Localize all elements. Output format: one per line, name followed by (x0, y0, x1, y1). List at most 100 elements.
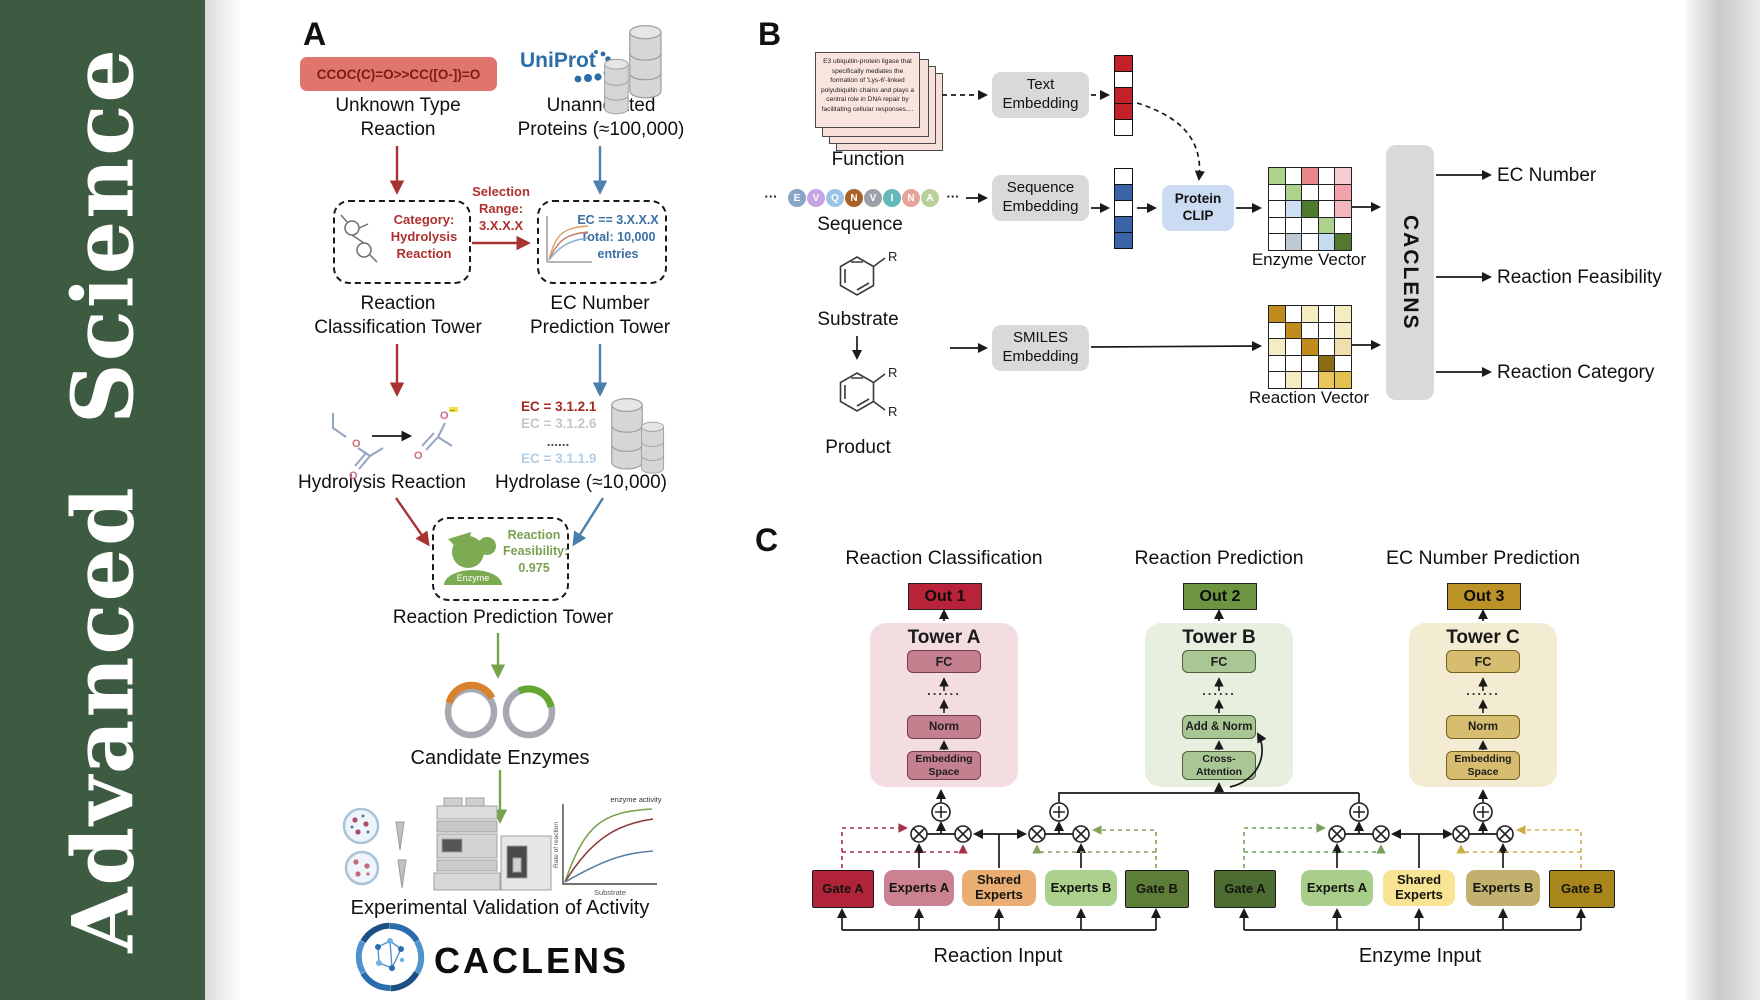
vector-cell (1115, 72, 1132, 87)
substrate-benzene-icon (839, 256, 886, 296)
ec-entries-line: entries (597, 246, 639, 261)
substrate-r-label: R (888, 249, 897, 264)
smiles-emb-line2: Embedding (1002, 348, 1079, 365)
tower-a-fc: FC (907, 650, 981, 673)
acetate-minus: − (450, 406, 455, 415)
matrix-cell (1269, 168, 1285, 184)
substrate-label: Substrate (817, 309, 899, 330)
function-card: E3 ubiquitin-protein ligase that specifi… (815, 52, 920, 128)
text-embedding-vector (1114, 55, 1133, 136)
tower-b-base: Cross- Attention (1182, 751, 1256, 780)
feas-line2: Feasibility: (503, 544, 569, 559)
matrix-cell (1318, 339, 1334, 355)
matrix-cell (1269, 217, 1285, 233)
matrix-cell (1335, 168, 1351, 184)
matrix-cell (1302, 217, 1318, 233)
enzyme-experts-b: Experts B (1466, 870, 1540, 906)
activity-curve-label: enzyme activity (610, 795, 662, 804)
residue-circle: V (864, 189, 882, 207)
plus-node (1349, 802, 1369, 822)
ec-result-1: EC = 3.1.2.1 (521, 399, 597, 414)
hydrolase-database-icon (611, 398, 665, 474)
vector-cell (1115, 56, 1132, 71)
matrix-cell (1318, 184, 1334, 200)
caclens-block: CACLENS (1386, 145, 1434, 400)
enzyme-gate-a: Gate A (1214, 870, 1276, 908)
out2-box: Out 2 (1183, 583, 1257, 610)
activity-ylabel: Rate of reaction (553, 822, 560, 868)
rct-line1: Reaction (360, 293, 436, 314)
acetate-o-minus: O (440, 410, 449, 422)
header-reaction-prediction: Reaction Prediction (1134, 547, 1304, 569)
enzyme-vector-label: Enzyme Vector (1251, 250, 1367, 269)
petri-dish-icons (342, 807, 407, 889)
acetate-o2: O (414, 450, 423, 462)
times-node (1072, 825, 1090, 843)
plus-node (1473, 802, 1493, 822)
tower-c-base: Embedding Space (1446, 751, 1520, 780)
vector-cell (1115, 88, 1132, 103)
clip-line1: Protein (1174, 191, 1222, 207)
e-shared-l1: Shared (1396, 872, 1442, 888)
acetate-molecule-icon (421, 422, 453, 451)
unannotated-line1: Unannotated (546, 95, 656, 116)
tower-a-title: Tower A (907, 627, 981, 648)
matrix-cell (1269, 234, 1285, 250)
matrix-cell (1285, 201, 1301, 217)
matrix-cell (1318, 306, 1334, 322)
caclens-logo-icon (355, 922, 425, 992)
tower-b-dots: ...... (1202, 683, 1236, 698)
page-curl-gradient (1686, 0, 1760, 1000)
tower-a-base-l2: Space (928, 765, 960, 778)
output-reaction-category: Reaction Category (1497, 362, 1655, 383)
hydrolysis-reaction-label: Hydrolysis Reaction (298, 472, 466, 493)
reaction-input-label: Reaction Input (933, 945, 1063, 967)
caclens-vertical-text: CACLENS (1399, 214, 1422, 331)
product-label: Product (825, 437, 891, 458)
tower-b-base-l2: Attention (1195, 765, 1243, 778)
matrix-cell (1302, 184, 1318, 200)
journal-sidebar: Advanced Science (0, 0, 205, 1000)
enzyme-input-label: Enzyme Input (1358, 945, 1482, 967)
reaction-gate-a: Gate A (812, 870, 874, 908)
tower-b-fc: FC (1182, 650, 1256, 673)
matrix-cell (1302, 322, 1318, 338)
tower-a-panel: Tower A FC ...... Norm Embedding Space (870, 623, 1018, 787)
plus-node (1049, 802, 1069, 822)
vector-cell (1115, 104, 1132, 119)
e-shared-l2: Experts (1395, 887, 1443, 902)
matrix-cell (1285, 168, 1301, 184)
sequence-ellipsis-right: ··· (946, 189, 960, 204)
matrix-cell (1269, 372, 1285, 388)
unknown-reaction-label: Unknown Type Reaction (298, 94, 498, 142)
matrix-cell (1335, 372, 1351, 388)
residue-circle: N (902, 189, 920, 207)
smiles-embedding-box: SMILES Embedding (992, 325, 1089, 371)
vector-cell (1115, 120, 1132, 135)
matrix-cell (1269, 322, 1285, 338)
ec-selection-box (537, 200, 667, 284)
ect-line2: Prediction Tower (529, 316, 671, 338)
residue-circle: E (788, 189, 806, 207)
selection-line2: Range: (478, 200, 524, 216)
matrix-cell (1335, 306, 1351, 322)
feasibility-text: Reaction Feasibility: 0.975 (503, 527, 569, 576)
unknown-reaction-line2: Reaction (360, 118, 436, 140)
feed-towerB-junction (1058, 785, 1360, 803)
reaction-gate-b: Gate B (1125, 870, 1189, 908)
ec-result-list: EC = 3.1.2.1 EC = 3.1.2.6 ...... EC = 3.… (521, 398, 613, 467)
arrow-hydrolysis-to-feasibility (395, 497, 430, 547)
reaction-shared-experts: Shared Experts (962, 870, 1036, 906)
sequence-embedding-box: Sequence Embedding (992, 175, 1089, 221)
selection-line1: Selection (472, 184, 530, 199)
function-label: Function (831, 149, 905, 170)
feas-line1: Reaction (507, 528, 561, 542)
plus-node (931, 802, 951, 822)
vector-cell (1115, 201, 1132, 216)
matrix-cell (1269, 306, 1285, 322)
matrix-cell (1269, 184, 1285, 200)
matrix-cell (1285, 339, 1301, 355)
tower-a-base-l1: Embedding (915, 752, 973, 765)
tower-c-dots: ...... (1466, 683, 1500, 698)
arrow-textvec-to-clip (1136, 102, 1205, 182)
